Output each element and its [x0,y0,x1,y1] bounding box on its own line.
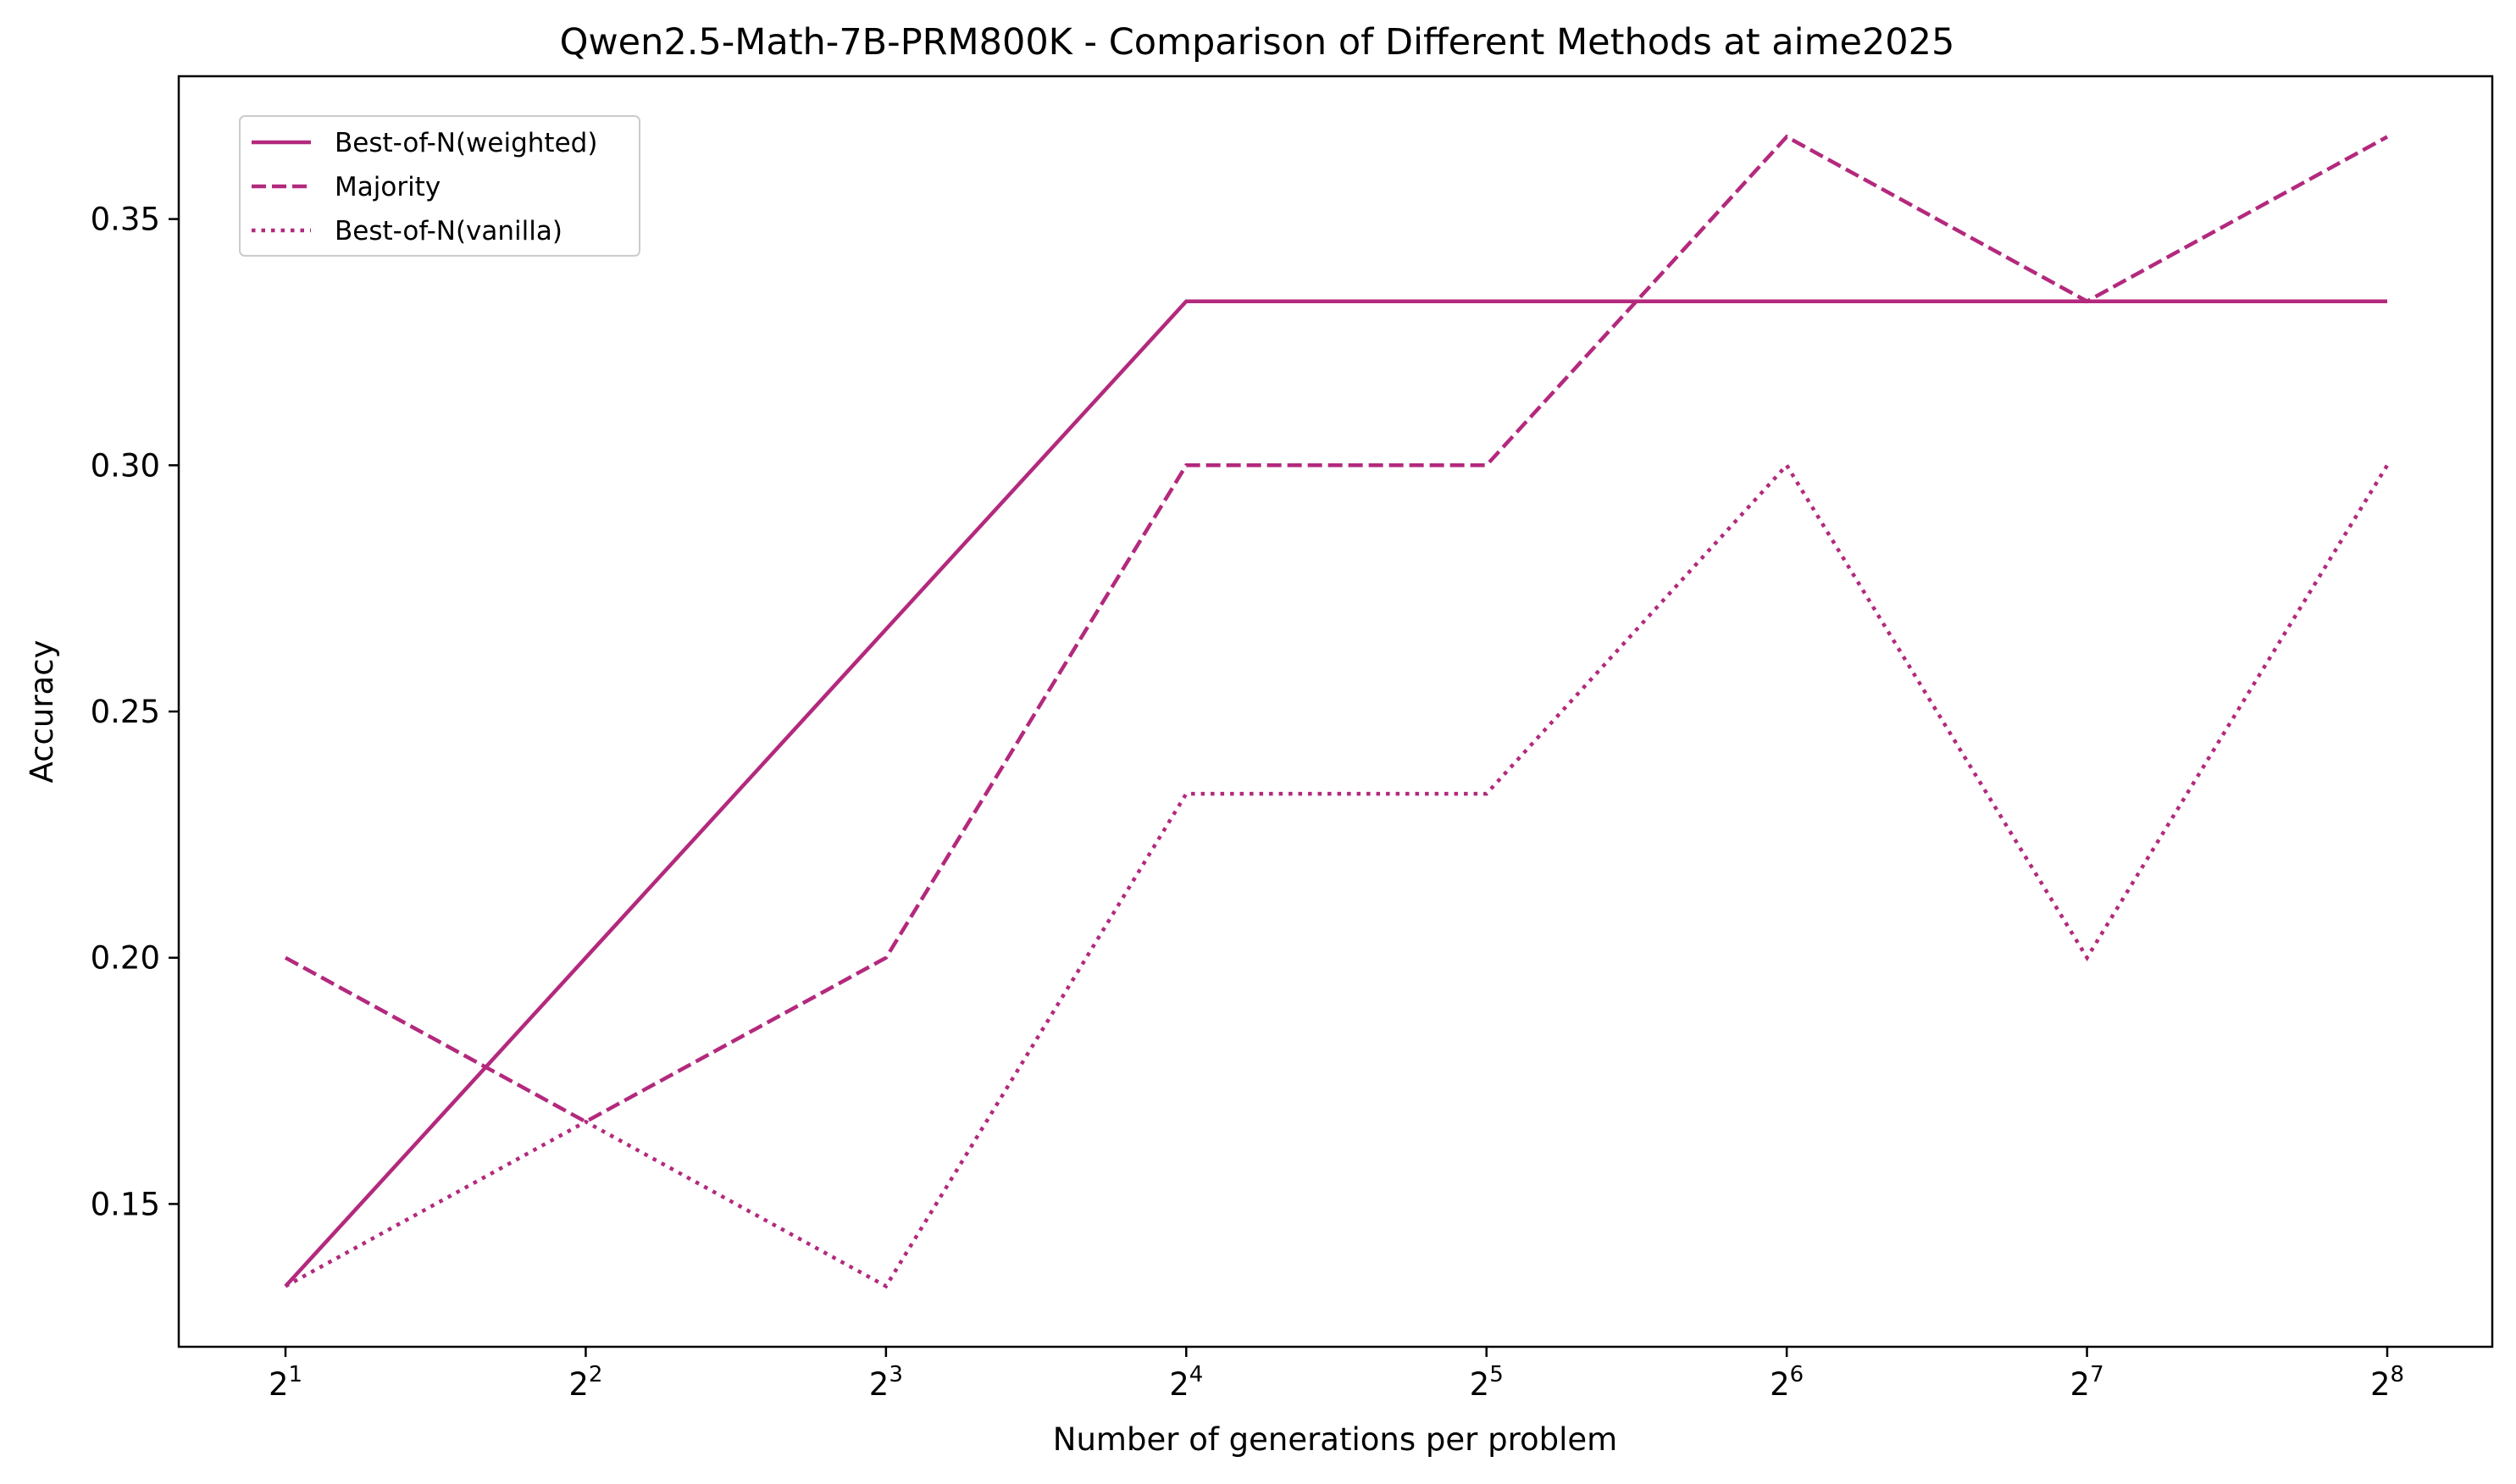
x-tick-label: 28 [2370,1362,2404,1403]
y-tick-label: 0.35 [91,202,160,238]
legend-label-2: Majority [335,172,441,202]
plot-area [284,134,2389,1289]
y-tick-label: 0.25 [91,694,160,730]
chart-title: Qwen2.5-Math-7B-PRM800K - Comparison of … [560,21,1955,64]
series-line-3 [284,462,2389,1289]
legend: Best-of-N(weighted) Majority Best-of-N(van… [239,115,640,257]
y-axis-label: Accuracy [24,640,60,784]
x-tick-label: 22 [568,1362,602,1403]
series-line-1 [284,299,2387,1288]
x-tick-label: 26 [1770,1362,1804,1403]
legend-box [239,115,640,257]
axes: 21 22 23 24 25 26 27 28 0.15 0.20 0.25 0.30 0.35 [91,202,2404,1403]
series-line-2 [284,134,2389,1124]
x-tick-label: 25 [1470,1362,1504,1403]
x-tick-label: 27 [2070,1362,2104,1403]
legend-label-1: Best-of-N(weighted) [335,128,597,158]
x-axis-label: Number of generations per problem [1053,1421,1617,1458]
legend-label-3: Best-of-N(vanilla) [335,216,562,246]
x-tick-label: 24 [1169,1362,1203,1403]
x-tick-label: 23 [869,1362,903,1403]
y-tick-label: 0.20 [91,940,160,977]
y-tick-label: 0.30 [91,447,160,484]
x-tick-label: 21 [269,1362,302,1403]
y-tick-label: 0.15 [91,1186,160,1222]
